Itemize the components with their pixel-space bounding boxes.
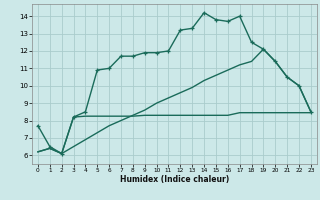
X-axis label: Humidex (Indice chaleur): Humidex (Indice chaleur): [120, 175, 229, 184]
